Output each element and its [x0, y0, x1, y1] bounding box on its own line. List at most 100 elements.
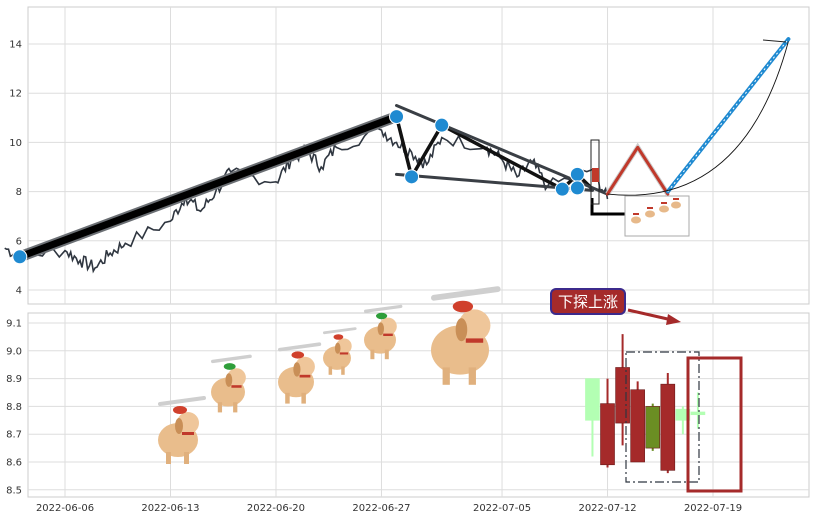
x-tick-2: 2022-06-20 — [247, 503, 305, 514]
x-tick-0: 2022-06-06 — [36, 503, 94, 514]
candle-body-1 — [600, 403, 615, 466]
x-tick-5: 2022-07-12 — [578, 503, 636, 514]
heli-rotor-1 — [210, 354, 252, 364]
annotation-box — [550, 288, 626, 315]
red-highlight-box — [686, 356, 743, 493]
annotation-arrow — [627, 308, 673, 322]
lower-candlestick-panel: 8.58.68.78.88.99.09.1 2022-06-06 2022-06-… — [6, 286, 810, 514]
heli-body-0 — [173, 406, 187, 414]
candle-body-6 — [675, 408, 691, 421]
sticker-dog-0 — [631, 216, 641, 224]
candles — [585, 334, 706, 474]
lower-y-tick-2: 8.7 — [6, 430, 22, 441]
dog-leg-b-2 — [301, 392, 306, 404]
dog-leg-b-0 — [184, 452, 189, 464]
heli-body-1 — [223, 363, 236, 370]
dog-ear-3 — [334, 342, 341, 354]
trend-line-0 — [16, 113, 400, 261]
small-candle-body — [592, 168, 599, 182]
pivot-markers — [12, 109, 585, 265]
upper-y-tick-3: 10 — [9, 138, 22, 149]
heli-body-2 — [291, 351, 305, 359]
bracket-line — [590, 198, 625, 216]
dog-leg-a-3 — [328, 366, 333, 375]
dog-leg-a-1 — [217, 402, 223, 413]
dog-collar-5 — [465, 338, 484, 343]
dog-leg-b-1 — [233, 402, 238, 413]
end-tick — [762, 39, 787, 43]
dog-leg-a-0 — [166, 452, 171, 464]
upper-y-tick-labels: 4 6 8 10 12 14 — [9, 40, 22, 297]
heli-body-3 — [333, 334, 344, 340]
lower-y-tick-labels: 8.5 8.6 8.7 8.8 8.9 9.0 9.1 — [6, 319, 22, 497]
pivot-marker-3 — [434, 117, 450, 133]
sticker-heli-1 — [647, 207, 653, 209]
upper-plot-area — [27, 6, 810, 305]
x-tick-4: 2022-07-05 — [473, 503, 531, 514]
dog-ear-0 — [175, 418, 183, 434]
lower-y-tick-5: 9.0 — [6, 346, 22, 357]
sticker-dog-1 — [645, 210, 655, 218]
trend-line-4 — [606, 145, 670, 196]
dog-collar-3 — [339, 352, 349, 355]
dog-leg-b-5 — [468, 367, 476, 385]
x-tick-6: 2022-07-19 — [684, 503, 742, 514]
candle-body-0 — [585, 378, 600, 421]
lower-plot-area — [27, 312, 810, 498]
pivot-marker-4 — [554, 181, 570, 197]
heli-rotor-2 — [277, 342, 322, 352]
upper-grid — [28, 7, 809, 304]
heli-rotor-4 — [364, 304, 403, 313]
lower-y-tick-6: 9.1 — [6, 319, 22, 330]
candle-body-7 — [690, 411, 706, 416]
lower-y-tick-4: 8.9 — [6, 374, 22, 385]
dog-leg-b-3 — [341, 366, 345, 375]
dog-sticker-decorations — [158, 286, 501, 464]
dog-ear-1 — [225, 373, 233, 387]
heli-rotor-3 — [322, 327, 357, 335]
dog-collar-4 — [383, 333, 393, 336]
pivot-marker-1 — [389, 109, 405, 125]
pivot-marker-6 — [569, 180, 585, 196]
sticker-heli-3 — [673, 198, 679, 200]
heli-body-5 — [452, 300, 474, 313]
candle-body-3 — [630, 389, 645, 463]
annotation-callout: 下探上涨 — [550, 288, 681, 325]
heli-rotor-5 — [430, 286, 501, 301]
candle-body-2 — [615, 367, 630, 424]
dog-leg-a-2 — [285, 392, 290, 404]
trend-line-5 — [665, 37, 791, 194]
lower-y-tick-1: 8.6 — [6, 458, 22, 469]
upper-y-tick-5: 14 — [9, 40, 22, 51]
candle-body-5 — [660, 383, 676, 471]
upper-price-panel: 4 6 8 10 12 14 — [4, 6, 810, 305]
pivot-marker-0 — [12, 249, 28, 265]
upper-y-tick-2: 8 — [16, 187, 22, 198]
upper-y-tick-4: 12 — [9, 89, 22, 100]
pivot-marker-5 — [569, 166, 585, 182]
projection-arc — [607, 41, 789, 196]
sticker-dog-2 — [659, 205, 669, 213]
pivot-marker-2 — [404, 169, 420, 185]
upper-y-tick-0: 4 — [16, 286, 22, 297]
candle-body-4 — [645, 406, 661, 449]
upper-y-tick-1: 6 — [16, 236, 22, 247]
x-tick-1: 2022-06-13 — [141, 503, 199, 514]
dashed-highlight-box — [625, 351, 700, 483]
heli-body-4 — [376, 312, 388, 320]
x-tick-3: 2022-06-27 — [352, 503, 410, 514]
lower-y-tick-3: 8.8 — [6, 402, 22, 413]
annotation-text: 下探上涨 — [558, 293, 618, 311]
lower-y-tick-0: 8.5 — [6, 485, 22, 496]
trend-lines — [14, 37, 791, 263]
dog-ear-5 — [455, 318, 468, 342]
sticker-heli-2 — [661, 202, 667, 204]
dog-leg-a-5 — [442, 367, 450, 385]
annotation-arrowhead — [666, 314, 681, 325]
dog-collar-1 — [231, 385, 242, 388]
dog-ear-2 — [293, 362, 301, 377]
x-tick-labels: 2022-06-06 2022-06-13 2022-06-20 2022-06-27… — [36, 503, 742, 514]
sticker-dog-3 — [671, 201, 681, 209]
dog-leg-b-4 — [384, 349, 389, 360]
dog-leg-a-4 — [370, 349, 375, 360]
